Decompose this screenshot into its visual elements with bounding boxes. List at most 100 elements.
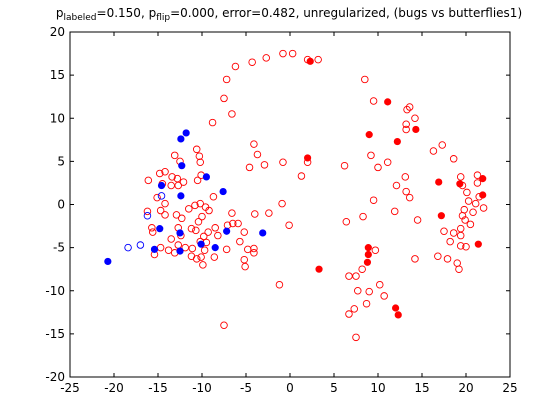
data-point-filled-red bbox=[412, 125, 420, 134]
data-point-filled-blue bbox=[178, 162, 186, 170]
data-point-open-red bbox=[440, 227, 448, 235]
data-point-open-red bbox=[390, 207, 399, 216]
data-point-open-red bbox=[156, 169, 164, 178]
data-point-open-red bbox=[153, 193, 161, 202]
data-point-filled-red bbox=[365, 131, 373, 139]
data-point-filled-blue bbox=[182, 129, 190, 137]
x-tick-label: 10 bbox=[370, 381, 385, 395]
title-part: =0.150, p bbox=[97, 6, 157, 20]
data-point-filled-red bbox=[394, 311, 402, 319]
data-point-open-red bbox=[374, 163, 382, 172]
data-point-filled-red bbox=[435, 178, 443, 186]
data-point-open-red bbox=[278, 199, 286, 208]
data-point-filled-blue bbox=[211, 244, 219, 252]
data-point-open-red bbox=[350, 305, 358, 313]
x-tick-label: 25 bbox=[502, 381, 517, 395]
data-point-open-red bbox=[204, 228, 212, 236]
data-point-open-red bbox=[222, 245, 231, 254]
data-point-open-red bbox=[461, 216, 469, 224]
data-point-open-red bbox=[279, 158, 287, 166]
data-point-open-red bbox=[275, 280, 284, 289]
data-point-open-red bbox=[196, 199, 204, 208]
data-point-open-red bbox=[352, 272, 360, 280]
data-point-filled-blue bbox=[219, 187, 227, 196]
data-point-open-red bbox=[446, 237, 454, 246]
data-point-open-red bbox=[438, 141, 446, 149]
data-point-open-red bbox=[178, 214, 186, 223]
data-point-filled-red bbox=[393, 137, 401, 146]
x-tick-label: -15 bbox=[148, 381, 168, 395]
data-point-open-red bbox=[228, 209, 236, 217]
data-point-open-red bbox=[191, 201, 199, 210]
data-point-open-red bbox=[466, 220, 475, 229]
data-point-open-red bbox=[456, 231, 465, 240]
x-tick-label: 20 bbox=[458, 381, 473, 395]
data-point-open-red bbox=[161, 199, 169, 208]
data-point-open-red bbox=[471, 199, 480, 208]
data-point-open-red bbox=[185, 205, 193, 213]
data-point-open-red bbox=[345, 310, 353, 318]
data-point-open-red bbox=[200, 232, 208, 241]
data-point-open-red bbox=[473, 179, 482, 187]
data-point-open-red bbox=[460, 205, 468, 214]
data-point-open-red bbox=[449, 155, 458, 163]
x-tick-label: -25 bbox=[60, 381, 80, 395]
data-point-open-red bbox=[429, 147, 438, 155]
data-point-open-red bbox=[197, 253, 205, 261]
data-point-open-red bbox=[362, 299, 371, 308]
x-tick-label: -20 bbox=[104, 381, 124, 395]
data-point-open-red bbox=[199, 261, 207, 269]
data-point-open-red bbox=[253, 150, 262, 159]
data-point-filled-red bbox=[363, 258, 372, 266]
chart-title: plabeled=0.150, pflip=0.000, error=0.482… bbox=[56, 6, 522, 23]
data-point-filled-blue bbox=[259, 229, 267, 237]
data-point-open-red bbox=[168, 173, 176, 181]
x-tick-label: -5 bbox=[240, 381, 252, 395]
x-tick-label: 5 bbox=[330, 381, 338, 395]
data-point-open-red bbox=[161, 211, 169, 219]
y-tick-label: 20 bbox=[50, 25, 65, 39]
data-point-open-red bbox=[208, 118, 217, 127]
data-point-open-red bbox=[167, 235, 175, 243]
data-point-open-red bbox=[456, 173, 465, 181]
data-point-open-red bbox=[405, 193, 414, 202]
data-point-filled-blue bbox=[202, 173, 210, 181]
data-point-open-blue bbox=[143, 211, 152, 220]
data-point-open-red bbox=[167, 181, 175, 190]
data-point-filled-blue bbox=[156, 225, 164, 233]
data-point-open-red bbox=[434, 252, 442, 260]
data-point-open-red bbox=[361, 75, 369, 84]
data-point-filled-red bbox=[306, 57, 314, 65]
data-point-open-red bbox=[411, 255, 419, 263]
data-point-open-red bbox=[479, 204, 488, 212]
data-point-open-red bbox=[369, 196, 378, 204]
data-point-open-red bbox=[473, 171, 482, 179]
data-point-open-red bbox=[205, 206, 213, 215]
data-point-open-red bbox=[456, 242, 465, 250]
data-point-open-red bbox=[365, 287, 373, 296]
data-point-open-red bbox=[214, 231, 222, 240]
data-point-filled-red bbox=[479, 175, 487, 183]
data-point-open-red bbox=[405, 103, 414, 111]
y-tick-label: 5 bbox=[57, 154, 65, 168]
data-point-open-red bbox=[402, 120, 410, 129]
x-tick-label: 0 bbox=[286, 381, 294, 395]
data-point-open-red bbox=[402, 125, 410, 134]
data-point-filled-blue bbox=[223, 227, 231, 235]
data-point-open-red bbox=[352, 333, 360, 342]
data-point-open-red bbox=[260, 161, 269, 169]
data-point-open-red bbox=[340, 161, 349, 170]
y-tick-label: 0 bbox=[57, 198, 65, 212]
data-point-open-red bbox=[383, 158, 392, 166]
data-point-open-red bbox=[402, 187, 410, 196]
data-point-open-red bbox=[161, 167, 169, 176]
data-point-open-red bbox=[156, 206, 165, 215]
data-point-open-blue bbox=[136, 241, 145, 249]
data-point-open-red bbox=[144, 176, 153, 185]
data-point-open-red bbox=[464, 197, 473, 205]
data-point-open-red bbox=[413, 216, 422, 224]
data-point-open-red bbox=[188, 244, 197, 253]
data-point-open-red bbox=[288, 49, 297, 58]
data-point-open-red bbox=[462, 243, 470, 251]
y-tick-label: -10 bbox=[45, 284, 65, 298]
